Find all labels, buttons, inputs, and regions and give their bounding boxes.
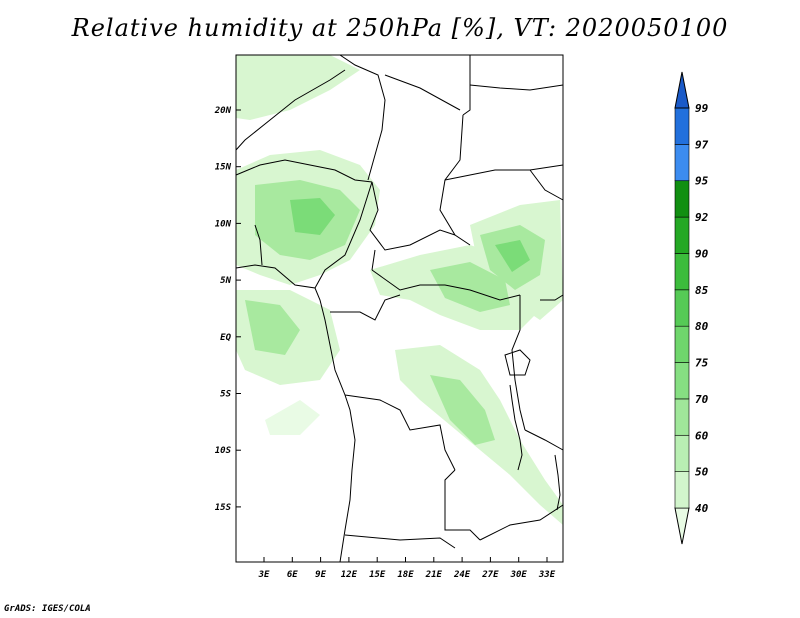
grads-credit: GrADS: IGES/COLA bbox=[4, 604, 91, 614]
coastline-west bbox=[235, 264, 356, 563]
colorbar-label: 40 bbox=[695, 502, 709, 515]
border-ethiopia bbox=[529, 169, 564, 201]
colorbar-label: 50 bbox=[695, 466, 709, 479]
colorbar-label: 60 bbox=[695, 429, 709, 442]
colorbar-label: 75 bbox=[695, 357, 709, 370]
longitude-axis: 3E 6E 9E 12E 15E 18E 21E 24E 27E 30E 33E bbox=[258, 557, 556, 580]
colorbar-label: 85 bbox=[695, 284, 709, 297]
colorbar-lower-triangle bbox=[674, 507, 690, 545]
border-niger-nigeria bbox=[235, 159, 373, 183]
colorbar-label: 99 bbox=[695, 102, 709, 115]
colorbar-segment bbox=[674, 325, 690, 363]
colorbar-segment bbox=[674, 216, 690, 254]
humidity-peak-east bbox=[495, 240, 530, 272]
colorbar-label: 90 bbox=[695, 247, 709, 260]
border-drc-angola bbox=[344, 394, 456, 471]
lat-label: 15S bbox=[215, 503, 232, 513]
colorbar-segment bbox=[674, 144, 690, 182]
lon-label: 6E bbox=[287, 570, 298, 580]
lat-label: 10N bbox=[215, 219, 232, 229]
humidity-core-central bbox=[430, 262, 510, 312]
country-boundaries bbox=[235, 54, 564, 563]
humidity-field bbox=[236, 55, 563, 525]
lake-victoria bbox=[504, 349, 531, 376]
border-chad-west bbox=[371, 249, 376, 271]
colorbar-upper-triangle bbox=[674, 71, 690, 109]
nile-delta-coast bbox=[469, 84, 564, 91]
colorbar: 40 50 60 70 75 80 85 90 92 95 97 99 bbox=[674, 71, 709, 545]
colorbar-segment bbox=[674, 253, 690, 291]
border-niger-algeria bbox=[235, 69, 346, 151]
border-car-drc bbox=[371, 269, 521, 301]
colorbar-segment bbox=[674, 289, 690, 327]
border-sudan-south bbox=[444, 164, 564, 181]
colorbar-label: 70 bbox=[695, 393, 709, 406]
chart-title: Relative humidity at 250hPa [%], VT: 202… bbox=[71, 14, 729, 42]
lat-label: EQ bbox=[220, 333, 231, 343]
lat-label: 10S bbox=[215, 446, 232, 456]
lat-label: 5N bbox=[220, 276, 231, 286]
border-kenya bbox=[540, 294, 564, 301]
border-tanzania bbox=[524, 429, 564, 451]
colorbar-segment bbox=[674, 362, 690, 400]
colorbar-label: 97 bbox=[695, 138, 709, 151]
lat-label: 20N bbox=[214, 106, 232, 116]
border-libya-sudan bbox=[384, 74, 461, 111]
humidity-core-south bbox=[430, 375, 495, 445]
latitude-axis: 20N 15N 10N 5N EQ 5S 10S 15S bbox=[214, 106, 241, 513]
lon-label: 24E bbox=[453, 570, 471, 580]
border-chad-sudan bbox=[439, 114, 471, 246]
colorbar-segment bbox=[674, 180, 690, 218]
lake-malawi bbox=[554, 454, 561, 511]
colorbar-segment bbox=[674, 471, 690, 509]
border-angola-namibia bbox=[344, 534, 456, 549]
lon-label: 21E bbox=[425, 570, 443, 580]
colorbar-label: 92 bbox=[695, 211, 709, 224]
lat-label: 5S bbox=[220, 390, 231, 400]
humidity-peak-sahel bbox=[290, 198, 335, 235]
map-frame bbox=[235, 54, 564, 563]
lon-label: 33E bbox=[538, 570, 556, 580]
lon-label: 15E bbox=[369, 570, 386, 580]
border-drc-east bbox=[511, 295, 526, 431]
lon-label: 9E bbox=[315, 570, 326, 580]
border-angola-zambia bbox=[444, 469, 481, 541]
border-zambia-south bbox=[479, 504, 564, 541]
border-egypt-sudan bbox=[462, 55, 471, 116]
humidity-area-northwest bbox=[236, 55, 360, 120]
border-congo bbox=[330, 294, 401, 321]
lon-label: 30E bbox=[510, 570, 528, 580]
colorbar-label: 95 bbox=[695, 175, 709, 188]
lake-tanganyika bbox=[509, 384, 523, 471]
border-libya-chad bbox=[339, 54, 386, 181]
colorbar-segment bbox=[674, 398, 690, 436]
border-cameroon bbox=[314, 181, 373, 289]
humidity-area-southwest bbox=[265, 400, 320, 435]
lon-label: 12E bbox=[341, 570, 358, 580]
colorbar-label: 80 bbox=[695, 320, 709, 333]
humidity-core-congo bbox=[245, 300, 300, 355]
colorbar-segment bbox=[674, 434, 690, 472]
border-nigeria-south bbox=[254, 224, 263, 266]
border-chad-car bbox=[369, 181, 456, 251]
lon-label: 18E bbox=[397, 570, 414, 580]
lon-label: 27E bbox=[481, 570, 499, 580]
lon-label: 3E bbox=[258, 570, 270, 580]
lat-label: 15N bbox=[215, 163, 232, 173]
colorbar-segment bbox=[674, 107, 690, 145]
